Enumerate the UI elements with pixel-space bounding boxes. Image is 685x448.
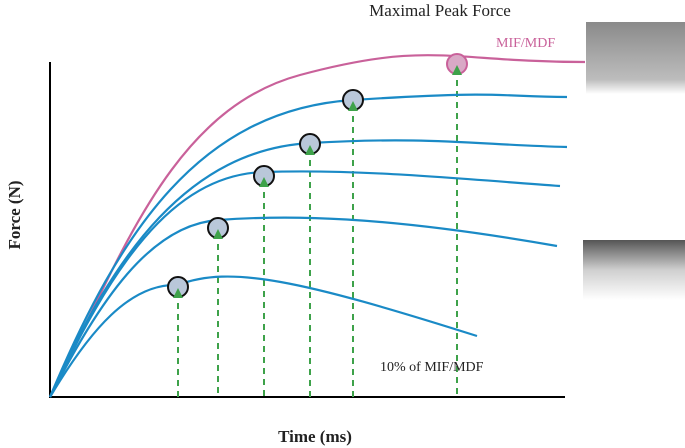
photo xyxy=(586,22,685,94)
arrows xyxy=(173,65,462,298)
x-axis-label: Time (ms) xyxy=(278,427,352,446)
title: Maximal Peak Force xyxy=(369,1,511,20)
photo xyxy=(583,240,685,300)
annotation: 10% of MIF/MDF xyxy=(380,360,484,375)
axes xyxy=(49,62,565,398)
curves xyxy=(48,54,586,398)
y-axis-label: Force (N) xyxy=(5,180,24,249)
curve-label: MIF/MDF xyxy=(496,36,555,51)
